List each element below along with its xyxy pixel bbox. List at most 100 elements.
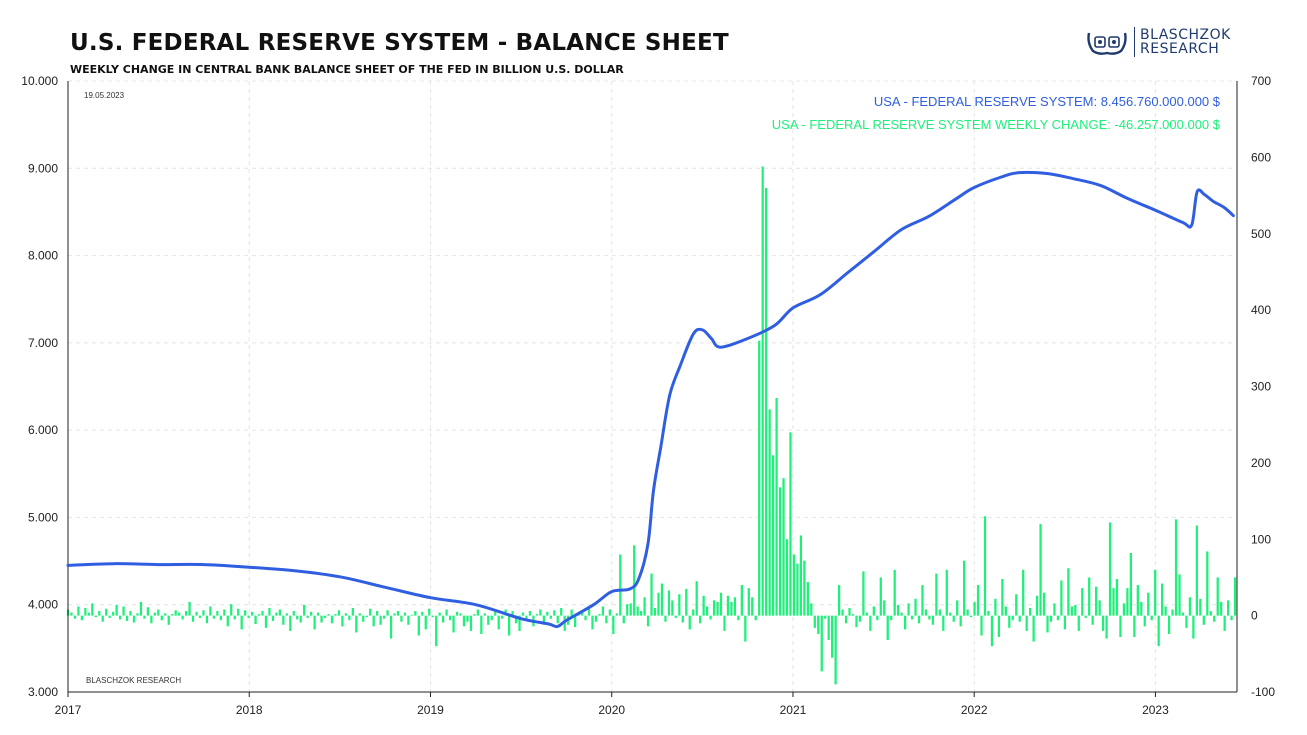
weekly-change-bar <box>705 606 709 616</box>
weekly-change-bar <box>799 535 803 616</box>
weekly-change-bar <box>379 615 382 625</box>
weekly-change-bar <box>376 611 379 616</box>
weekly-change-bar <box>1091 615 1094 625</box>
weekly-change-bar <box>580 611 584 616</box>
weekly-change-bar <box>136 613 139 616</box>
weekly-change-bar <box>584 615 587 621</box>
weekly-change-bar <box>310 611 313 616</box>
weekly-change-bar <box>351 607 354 616</box>
weekly-change-bar <box>806 582 809 616</box>
weekly-change-bar <box>574 615 577 628</box>
weekly-change-bar <box>872 606 875 616</box>
weekly-change-bar <box>657 592 660 616</box>
weekly-change-bar <box>223 609 226 616</box>
weekly-change-bar <box>1074 604 1077 616</box>
weekly-change-bar <box>448 615 452 621</box>
weekly-change-bar <box>1056 615 1060 621</box>
weekly-change-bar <box>1199 598 1202 616</box>
weekly-change-bar <box>184 611 188 616</box>
weekly-change-bar <box>1084 615 1087 618</box>
weekly-change-bar <box>990 615 994 647</box>
weekly-change-bar <box>733 597 737 616</box>
weekly-change-bar <box>289 615 292 631</box>
weekly-change-bar <box>966 609 969 616</box>
weekly-change-bar <box>132 615 136 623</box>
weekly-change-bar <box>428 608 431 616</box>
weekly-change-bar <box>108 615 111 618</box>
weekly-change-bar <box>1126 588 1129 616</box>
weekly-change-bar <box>796 563 799 616</box>
weekly-change-bar <box>723 615 726 631</box>
weekly-change-bar <box>1171 609 1174 616</box>
weekly-change-bar <box>327 614 330 616</box>
weekly-change-bar <box>403 612 407 616</box>
weekly-change-bar <box>1220 601 1223 616</box>
weekly-change-bar <box>1032 615 1035 642</box>
weekly-change-bar <box>865 612 869 616</box>
weekly-change-bar <box>1133 615 1136 638</box>
weekly-change-bar <box>907 603 910 616</box>
weekly-change-bar <box>754 615 757 621</box>
weekly-change-bar <box>348 615 351 621</box>
balance-sheet-line-path <box>66 170 1235 629</box>
weekly-change-bar <box>1174 519 1178 616</box>
x-tick-label: 2017 <box>55 703 82 717</box>
weekly-change-bar <box>692 609 695 616</box>
weekly-change-bar <box>369 608 372 616</box>
weekly-change-bar <box>646 615 650 627</box>
weekly-change-bar <box>216 611 219 616</box>
weekly-change-bar <box>1154 569 1157 616</box>
weekly-change-bar <box>560 607 563 616</box>
weekly-change-bar <box>591 615 594 630</box>
weekly-change-bar <box>695 581 698 616</box>
weekly-change-bar <box>671 600 674 616</box>
watermark-label: BLASCHZOK RESEARCH <box>86 676 181 685</box>
weekly-change-bar <box>70 612 73 616</box>
weekly-change-bar <box>556 615 559 624</box>
weekly-change-bar <box>1101 615 1105 631</box>
weekly-change-bar <box>1001 578 1004 616</box>
weekly-change-bar <box>553 610 556 616</box>
y-right-tick-label: 700 <box>1251 74 1271 88</box>
weekly-change-bar <box>181 615 184 620</box>
y-left-tick-label: 6.000 <box>28 423 58 437</box>
weekly-change-bar <box>473 614 476 616</box>
y-left-tick-label: 5.000 <box>28 510 58 524</box>
page-title: U.S. FEDERAL RESERVE SYSTEM - BALANCE SH… <box>70 30 729 56</box>
weekly-change-bar <box>1004 606 1007 616</box>
weekly-change-bar <box>306 615 309 618</box>
weekly-change-bar <box>619 554 622 616</box>
weekly-change-bar <box>737 615 740 621</box>
logo-divider <box>1134 27 1135 57</box>
weekly-change-bar <box>94 615 97 618</box>
weekly-change-bar <box>1192 615 1195 639</box>
weekly-change-bar <box>514 615 518 624</box>
weekly-change-bar <box>268 607 271 616</box>
weekly-change-bar <box>80 615 84 621</box>
weekly-change-bars <box>66 166 1237 685</box>
weekly-change-bar <box>195 611 198 616</box>
weekly-change-bar <box>421 611 424 616</box>
weekly-change-bar <box>792 554 796 616</box>
weekly-change-bar <box>285 613 288 616</box>
weekly-change-bar <box>490 615 493 621</box>
weekly-change-bar <box>768 409 771 616</box>
weekly-change-bar <box>674 615 677 618</box>
weekly-change-bar <box>261 611 264 616</box>
weekly-change-bar <box>789 432 792 616</box>
weekly-change-bar <box>1108 522 1112 616</box>
weekly-change-bar <box>1150 615 1153 621</box>
weekly-change-bar <box>688 615 691 630</box>
weekly-change-bar <box>1122 603 1126 616</box>
weekly-change-bar <box>396 611 400 616</box>
legend-bar-series: USA - FEDERAL RESERVE SYSTEM WEEKLY CHAN… <box>772 117 1221 132</box>
weekly-change-bar <box>636 606 639 616</box>
weekly-change-bar <box>817 615 820 634</box>
weekly-change-bar <box>719 592 723 616</box>
weekly-change-bar <box>1070 606 1073 616</box>
weekly-change-bar <box>976 585 980 616</box>
weekly-change-bar <box>296 615 299 620</box>
weekly-change-bar <box>84 607 87 616</box>
weekly-change-bar <box>886 615 889 641</box>
